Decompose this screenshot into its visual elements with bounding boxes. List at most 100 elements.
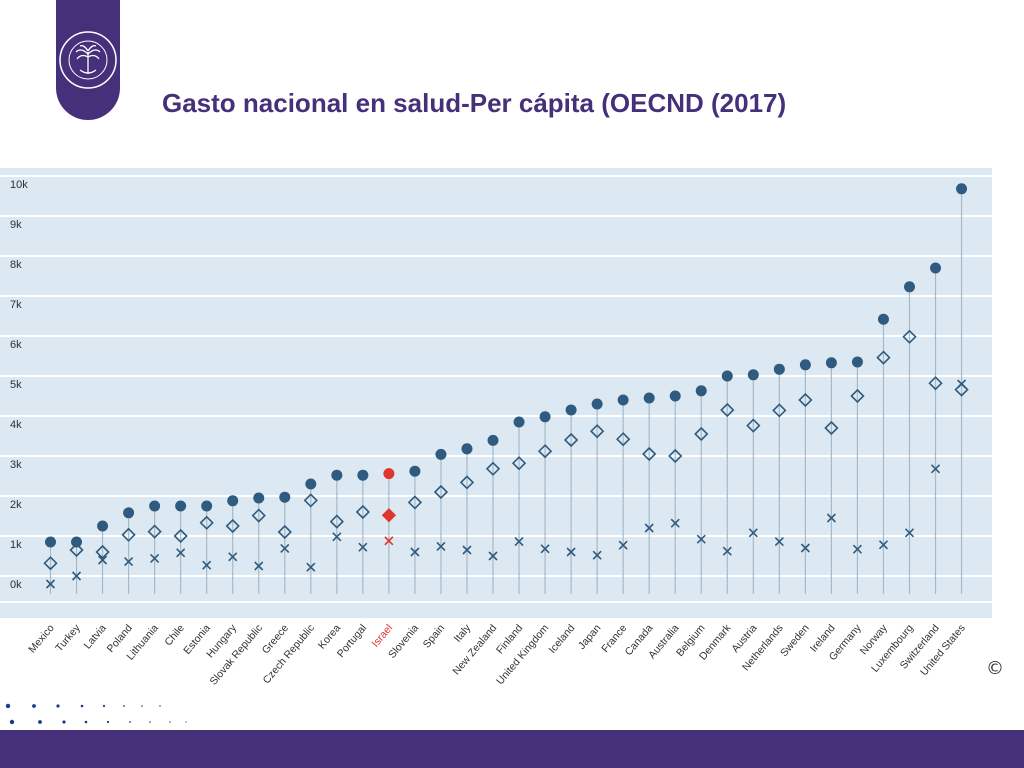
cross-marker xyxy=(956,379,967,389)
circle-marker xyxy=(383,468,395,480)
circle-marker xyxy=(45,536,56,548)
circle-marker xyxy=(149,500,161,512)
diamond-marker xyxy=(824,420,839,436)
cross-marker xyxy=(670,518,680,528)
diamond-marker xyxy=(277,524,292,540)
cross-marker xyxy=(748,528,758,538)
copyright-symbol: © xyxy=(986,658,1004,679)
cross-marker xyxy=(592,550,602,560)
cross-marker xyxy=(176,548,186,558)
cross-marker xyxy=(878,540,889,550)
cross-marker xyxy=(45,579,56,589)
chart-title: Gasto nacional en salud-Per cápita (OECN… xyxy=(162,88,787,118)
cross-marker xyxy=(124,557,134,567)
circle-marker xyxy=(201,500,213,512)
cross-marker xyxy=(410,547,420,557)
cross-marker xyxy=(800,543,810,553)
footer-bar xyxy=(0,730,1024,768)
cross-marker xyxy=(71,571,82,581)
circle-marker xyxy=(461,443,473,455)
cross-marker xyxy=(462,545,472,555)
diamond-marker xyxy=(355,504,370,520)
diamond-marker xyxy=(537,444,553,459)
diamond-marker xyxy=(381,508,397,523)
circle-marker xyxy=(877,313,889,325)
diamond-marker xyxy=(563,432,579,448)
circle-marker xyxy=(721,370,733,382)
cross-marker xyxy=(384,536,394,546)
circle-marker xyxy=(513,416,525,428)
y-tick-label: 7k xyxy=(10,299,22,311)
circle-marker xyxy=(591,398,603,410)
circle-marker xyxy=(71,536,83,548)
y-tick-label: 4k xyxy=(10,419,22,431)
circle-marker xyxy=(773,363,785,375)
diamond-marker xyxy=(720,402,735,418)
circle-marker xyxy=(435,448,447,460)
cross-marker xyxy=(904,528,915,538)
circle-marker xyxy=(253,492,265,504)
circle-marker xyxy=(539,411,551,423)
diamond-marker xyxy=(772,403,787,418)
diamond-marker xyxy=(746,418,761,433)
circle-marker xyxy=(956,183,968,195)
circle-marker xyxy=(279,491,291,503)
diamond-marker xyxy=(459,475,475,490)
diamond-marker xyxy=(225,518,240,534)
diamond-marker xyxy=(850,388,865,404)
diamond-marker xyxy=(902,329,917,344)
circle-marker xyxy=(97,520,109,532)
diamond-marker xyxy=(407,495,423,510)
cross-marker xyxy=(618,540,628,550)
circle-marker xyxy=(409,465,421,477)
y-tick-label: 10k xyxy=(10,179,28,191)
diamond-marker xyxy=(694,426,709,442)
diamond-marker xyxy=(876,350,891,365)
circle-marker xyxy=(903,281,915,293)
circle-marker xyxy=(669,390,681,402)
circle-marker xyxy=(123,507,135,519)
circle-marker xyxy=(825,357,837,369)
circle-marker xyxy=(565,404,577,416)
cross-marker xyxy=(97,555,108,565)
association-seal-icon xyxy=(59,31,117,89)
circle-marker xyxy=(799,359,811,371)
circle-marker xyxy=(643,392,655,404)
diamond-marker xyxy=(251,508,266,523)
cross-marker xyxy=(332,532,342,542)
diamond-marker xyxy=(511,456,527,471)
circle-marker xyxy=(227,495,239,507)
diamond-marker xyxy=(69,542,84,558)
label-strip xyxy=(0,618,992,706)
diamond-marker xyxy=(485,461,501,476)
circle-marker xyxy=(747,369,759,381)
circle-marker xyxy=(175,500,187,512)
diamond-marker xyxy=(147,524,162,539)
cross-marker xyxy=(514,537,524,547)
cross-marker xyxy=(202,560,212,570)
y-tick-label: 5k xyxy=(10,379,22,391)
logo xyxy=(56,0,120,120)
cross-marker xyxy=(150,553,160,563)
circle-marker xyxy=(357,469,369,481)
diamond-marker xyxy=(121,527,136,542)
cross-marker xyxy=(358,542,368,552)
cross-marker xyxy=(566,547,576,557)
diamond-marker xyxy=(95,544,110,560)
cross-marker xyxy=(228,552,238,562)
y-tick-label: 3k xyxy=(10,459,22,471)
circle-marker xyxy=(930,262,942,274)
diamond-marker xyxy=(43,556,58,571)
cross-marker xyxy=(696,534,706,544)
circle-marker xyxy=(617,394,629,406)
circle-marker xyxy=(331,469,343,481)
cross-marker xyxy=(280,543,290,553)
circle-marker xyxy=(487,434,499,446)
cross-marker xyxy=(852,544,862,554)
cross-marker xyxy=(540,544,550,554)
diamond-marker xyxy=(589,424,605,439)
diamond-marker xyxy=(329,514,344,529)
y-tick-label: 2k xyxy=(10,499,22,511)
diamond-marker xyxy=(303,493,318,508)
